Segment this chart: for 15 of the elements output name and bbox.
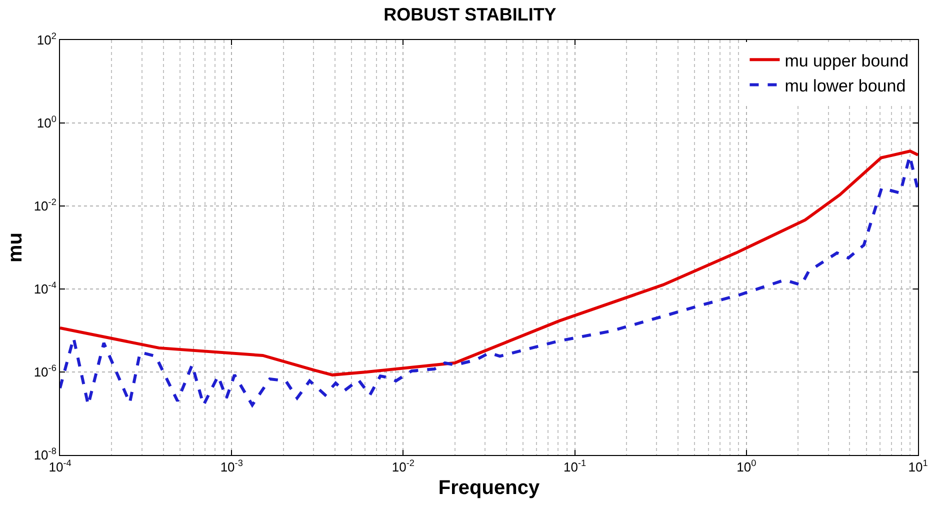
x-tick-label: 10$^{-1}$ [564, 458, 586, 475]
y-axis-title: mu [4, 232, 26, 262]
y-tick-label: 10$^{-6}$ [34, 363, 56, 380]
legend-label: mu lower bound [784, 76, 906, 96]
x-tick-label: 10$^{0}$ [736, 458, 756, 475]
y-tick-label: 10$^{-4}$ [34, 280, 56, 297]
y-tick-label: 10$^{0}$ [36, 114, 56, 131]
x-tick-label: 10$^{1}$ [908, 458, 928, 475]
legend-label: mu upper bound [784, 51, 909, 70]
y-tick-label: 10$^{2}$ [36, 31, 56, 48]
chart-title: ROBUST STABILITY [384, 4, 556, 24]
x-tick-label: 10$^{-2}$ [392, 458, 414, 475]
x-axis-title: Frequency [438, 477, 540, 500]
x-tick-label: 10$^{-3}$ [220, 458, 243, 475]
y-tick-label: 10$^{-2}$ [34, 197, 56, 214]
